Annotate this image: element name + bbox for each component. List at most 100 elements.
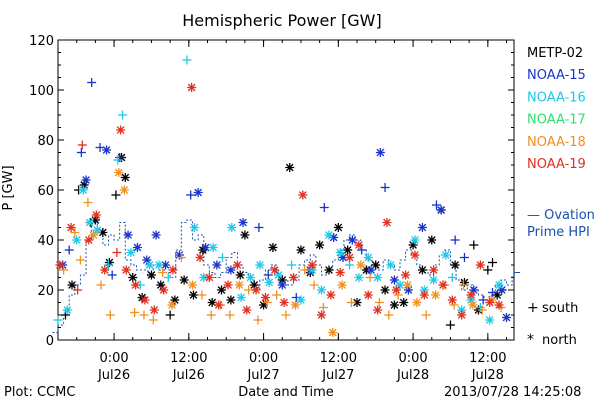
north-point-marker: [131, 280, 141, 290]
south-point-marker: [64, 245, 74, 255]
south-point-marker: [103, 260, 113, 270]
north-point-marker: [502, 313, 512, 322]
north-point-marker: [240, 230, 250, 240]
south-point-marker: [158, 268, 168, 277]
north-point-marker: [212, 260, 222, 270]
north-point-marker: [167, 300, 177, 310]
north-point-marker: [363, 253, 373, 262]
x-tick-date-label: Jul26: [97, 368, 130, 383]
south-point-marker: [450, 235, 460, 245]
south-point-marker: [148, 315, 158, 325]
north-point-marker: [382, 218, 392, 227]
north-point-marker: [120, 173, 130, 182]
north-point-marker: [188, 290, 198, 300]
x-tick-date-label: Jul28: [396, 368, 429, 383]
y-tick-label: 60: [37, 184, 54, 199]
north-point-marker: [468, 300, 478, 310]
north-point-marker: [223, 280, 233, 290]
south-point-marker: [117, 110, 127, 120]
north-point-marker: [84, 235, 94, 245]
south-point-marker: [105, 310, 115, 320]
south-point-marker: [488, 288, 498, 297]
north-point-marker: [354, 273, 364, 282]
north-point-marker: [380, 285, 390, 295]
south-point-marker: [421, 310, 431, 320]
north-point-marker: [337, 280, 347, 290]
north-point-marker: [242, 305, 252, 315]
north-point-marker: [494, 280, 504, 290]
south-point-marker: [95, 143, 105, 152]
south-point-marker: [365, 273, 375, 282]
south-marker-label: south: [542, 301, 578, 316]
north-point-marker: [417, 265, 427, 275]
north-point-marker: [132, 243, 142, 252]
north-point-marker: [145, 260, 155, 270]
south-point-marker: [319, 203, 329, 212]
south-point-marker: [445, 320, 455, 330]
north-point-marker: [217, 285, 227, 295]
south-point-marker: [459, 253, 469, 262]
x-tick-time-label: 0:00: [249, 351, 278, 366]
x-axis: 0:00 Jul26 12:00 Jul26 0:00 Jul27 12:00 Jul27 0:…: [76, 40, 508, 383]
south-point-marker: [112, 248, 122, 257]
y-tick-label: 100: [29, 84, 54, 99]
north-point-marker: [274, 270, 284, 280]
north-point-marker: [317, 285, 327, 295]
north-point-marker: [78, 185, 88, 195]
south-point-marker: [459, 280, 469, 290]
north-point-marker: [102, 145, 112, 155]
south-point-marker: [206, 310, 216, 320]
north-point-marker: [345, 253, 355, 262]
north-point-marker: [410, 250, 420, 260]
north-point-marker: [328, 328, 338, 337]
north-point-marker: [189, 223, 199, 232]
north-point-marker: [270, 265, 280, 275]
south-point-marker: [447, 273, 457, 282]
south-point-marker: [59, 265, 69, 275]
north-point-marker: [55, 260, 65, 270]
north-point-marker: [410, 235, 420, 245]
north-point-marker: [288, 273, 298, 282]
north-point-marker: [375, 148, 385, 157]
south-point-marker: [318, 303, 328, 312]
north-point-marker: [114, 168, 124, 177]
north-point-marker: [140, 295, 150, 305]
north-point-marker: [188, 280, 198, 290]
south-point-marker: [96, 280, 106, 290]
north-point-marker: [123, 230, 133, 240]
north-point-marker: [146, 270, 156, 280]
y-tick-label: 0: [46, 334, 54, 349]
north-point-marker: [67, 280, 77, 290]
north-point-marker: [168, 265, 178, 275]
south-point-marker: [478, 295, 488, 305]
north-point-marker: [389, 300, 399, 310]
legend-entry: NOAA-15: [527, 68, 586, 83]
south-point-marker: [380, 183, 390, 192]
north-point-marker: [324, 230, 334, 240]
north-point-marker: [121, 265, 131, 275]
legend-entry: NOAA-16: [527, 90, 586, 105]
north-point-marker: [466, 290, 476, 300]
north-point-marker: [412, 298, 422, 307]
south-point-marker: [75, 255, 85, 265]
footer-plot-credit: Plot: CCMC: [4, 385, 75, 400]
north-point-marker: [268, 243, 278, 252]
south-point-marker: [217, 253, 227, 262]
north-point-marker: [386, 260, 396, 270]
north-point-marker: [236, 293, 246, 302]
south-point-marker: [87, 78, 97, 87]
north-point-marker: [235, 270, 245, 280]
north-point-marker: [307, 260, 317, 270]
north-point-marker: [245, 273, 255, 282]
north-point-marker: [429, 265, 439, 275]
north-point-marker: [128, 273, 138, 282]
chart-title: Hemispheric Power [GW]: [182, 11, 381, 30]
north-point-marker: [450, 260, 460, 270]
x-tick-date-label: Jul26: [172, 368, 205, 383]
north-point-marker: [91, 210, 101, 220]
north-point-marker: [204, 273, 214, 282]
north-marker-label: north: [542, 333, 577, 348]
x-tick-date-label: Jul28: [471, 368, 504, 383]
legend-entry: NOAA-17: [527, 113, 586, 128]
